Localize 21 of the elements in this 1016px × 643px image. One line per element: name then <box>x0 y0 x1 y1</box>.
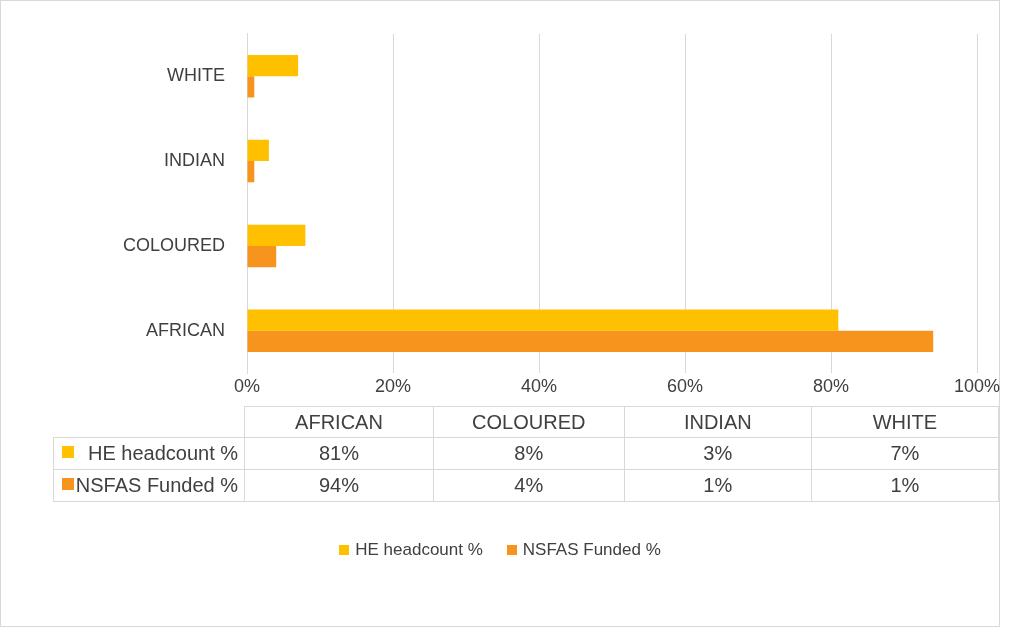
y-tick-label: AFRICAN <box>145 319 225 340</box>
bar <box>247 330 934 352</box>
bar <box>247 309 839 331</box>
y-tick-label: WHITE <box>167 65 225 86</box>
x-tick-label: 60% <box>666 375 704 396</box>
x-tick-label: 80% <box>812 375 850 396</box>
x-tick-label: 40% <box>520 375 558 396</box>
data-table: AFRICAN COLOURED INDIAN WHITE HE headcount % 81% 8% 3% 7% NSFAS Funded % 94% 4% 1% 1% <box>53 406 999 502</box>
bar <box>247 55 299 77</box>
text: NSFAS Funded % <box>522 540 661 559</box>
y-tick-label: INDIAN <box>163 150 225 171</box>
x-tick-label: 20% <box>374 375 412 396</box>
x-tick-label: 100% <box>953 375 1001 396</box>
legend-label: NSFAS Funded % <box>75 474 239 496</box>
y-tick-label: COLOURED <box>122 234 225 255</box>
legend-label: HE headcount % <box>87 442 239 464</box>
bar <box>247 224 306 246</box>
bar <box>247 139 269 162</box>
text: HE headcount % <box>355 540 483 559</box>
bar <box>247 245 277 268</box>
x-tick-label: 0% <box>233 375 261 396</box>
